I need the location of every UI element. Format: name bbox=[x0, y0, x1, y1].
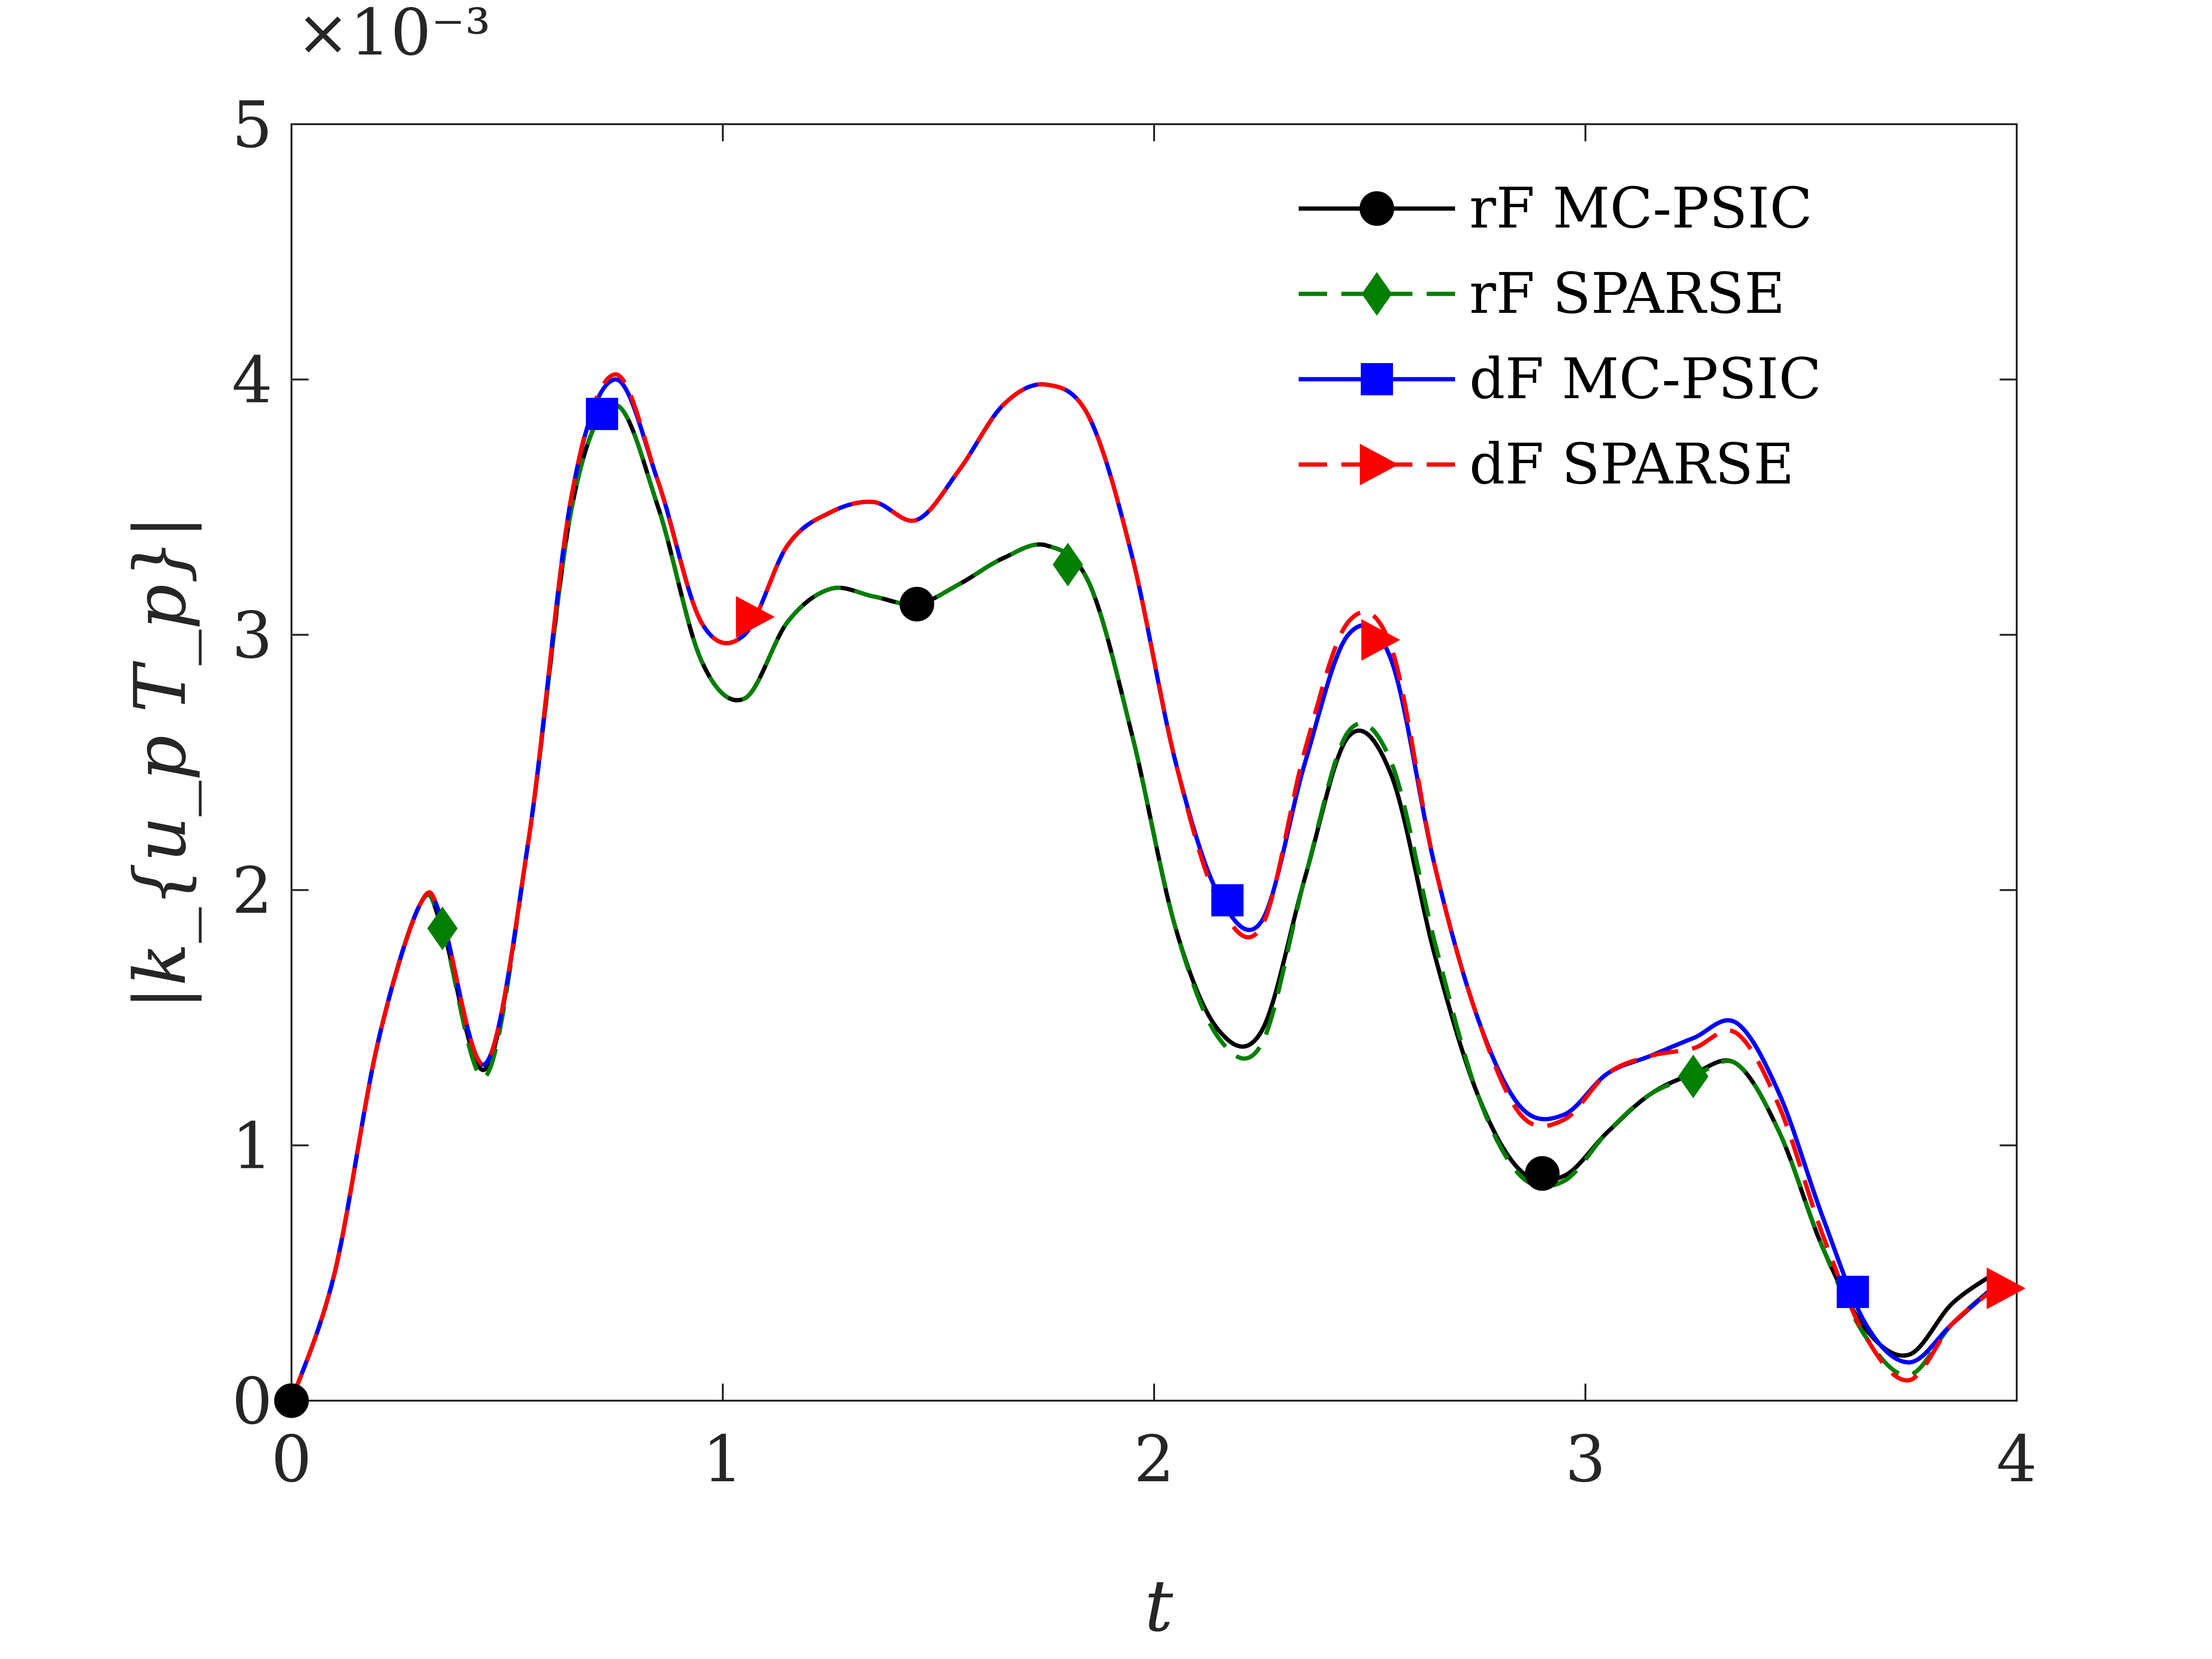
legend-entry: rF SPARSE bbox=[1299, 261, 1785, 326]
legend-marker bbox=[1362, 272, 1392, 316]
data-point bbox=[274, 1383, 309, 1418]
legend-label: dF SPARSE bbox=[1469, 431, 1794, 497]
data-point bbox=[1837, 1276, 1869, 1308]
data-point bbox=[1525, 1156, 1560, 1191]
legend-label: rF MC-PSIC bbox=[1469, 175, 1812, 241]
legend-label: rF SPARSE bbox=[1469, 261, 1785, 326]
y-tick-label: 2 bbox=[232, 854, 273, 928]
x-tick-label: 2 bbox=[1134, 1422, 1174, 1496]
axes: 0 1 2 3 4 0 1 2 3 4 5 |k_{u_p T_p}| bbox=[119, 88, 2037, 1496]
markers-layer bbox=[274, 398, 2026, 1418]
y-tick-label: 3 bbox=[232, 598, 273, 673]
data-point bbox=[1361, 619, 1401, 661]
data-point bbox=[736, 596, 775, 638]
x-axis-label: t bbox=[1145, 1565, 1174, 1648]
legend-entry: dF MC-PSIC bbox=[1299, 346, 1821, 411]
legend-entry: dF SPARSE bbox=[1299, 431, 1794, 497]
y-tick-label: 1 bbox=[232, 1109, 273, 1183]
series-layer bbox=[289, 372, 1997, 1402]
legend-label: dF MC-PSIC bbox=[1469, 346, 1821, 411]
series-line-df-sparse bbox=[289, 372, 1997, 1402]
data-point bbox=[1986, 1267, 2026, 1310]
y-axis-label: |k_{u_p T_p}| bbox=[119, 515, 202, 1010]
x-tick-label: 1 bbox=[702, 1422, 743, 1496]
x-tick-label: 3 bbox=[1565, 1422, 1606, 1496]
legend-marker bbox=[1360, 444, 1399, 485]
y-tick-label: 5 bbox=[232, 88, 273, 162]
data-point bbox=[1678, 1054, 1709, 1098]
data-point bbox=[427, 906, 458, 950]
y-tick-label: 0 bbox=[232, 1364, 273, 1439]
legend: rF MC-PSIC rF SPARSE dF MC-PSIC dF SPARSE bbox=[1299, 175, 1821, 497]
y-tick-label: 4 bbox=[232, 343, 273, 418]
x-tick-label: 4 bbox=[1996, 1422, 2037, 1496]
legend-marker bbox=[1361, 363, 1393, 395]
legend-marker bbox=[1359, 191, 1394, 226]
x-tick-label: 0 bbox=[271, 1422, 312, 1496]
series-line-rf-sparse bbox=[289, 403, 1997, 1402]
series-line-rf-mc-psic bbox=[289, 403, 1997, 1402]
data-point bbox=[1053, 543, 1083, 587]
y-multiplier: ×10⁻³ bbox=[296, 0, 491, 70]
data-point bbox=[900, 587, 934, 622]
series-line-df-mc-psic bbox=[289, 377, 1997, 1402]
legend-entry: rF MC-PSIC bbox=[1299, 175, 1812, 241]
data-point bbox=[1211, 884, 1244, 917]
data-point bbox=[586, 398, 619, 430]
